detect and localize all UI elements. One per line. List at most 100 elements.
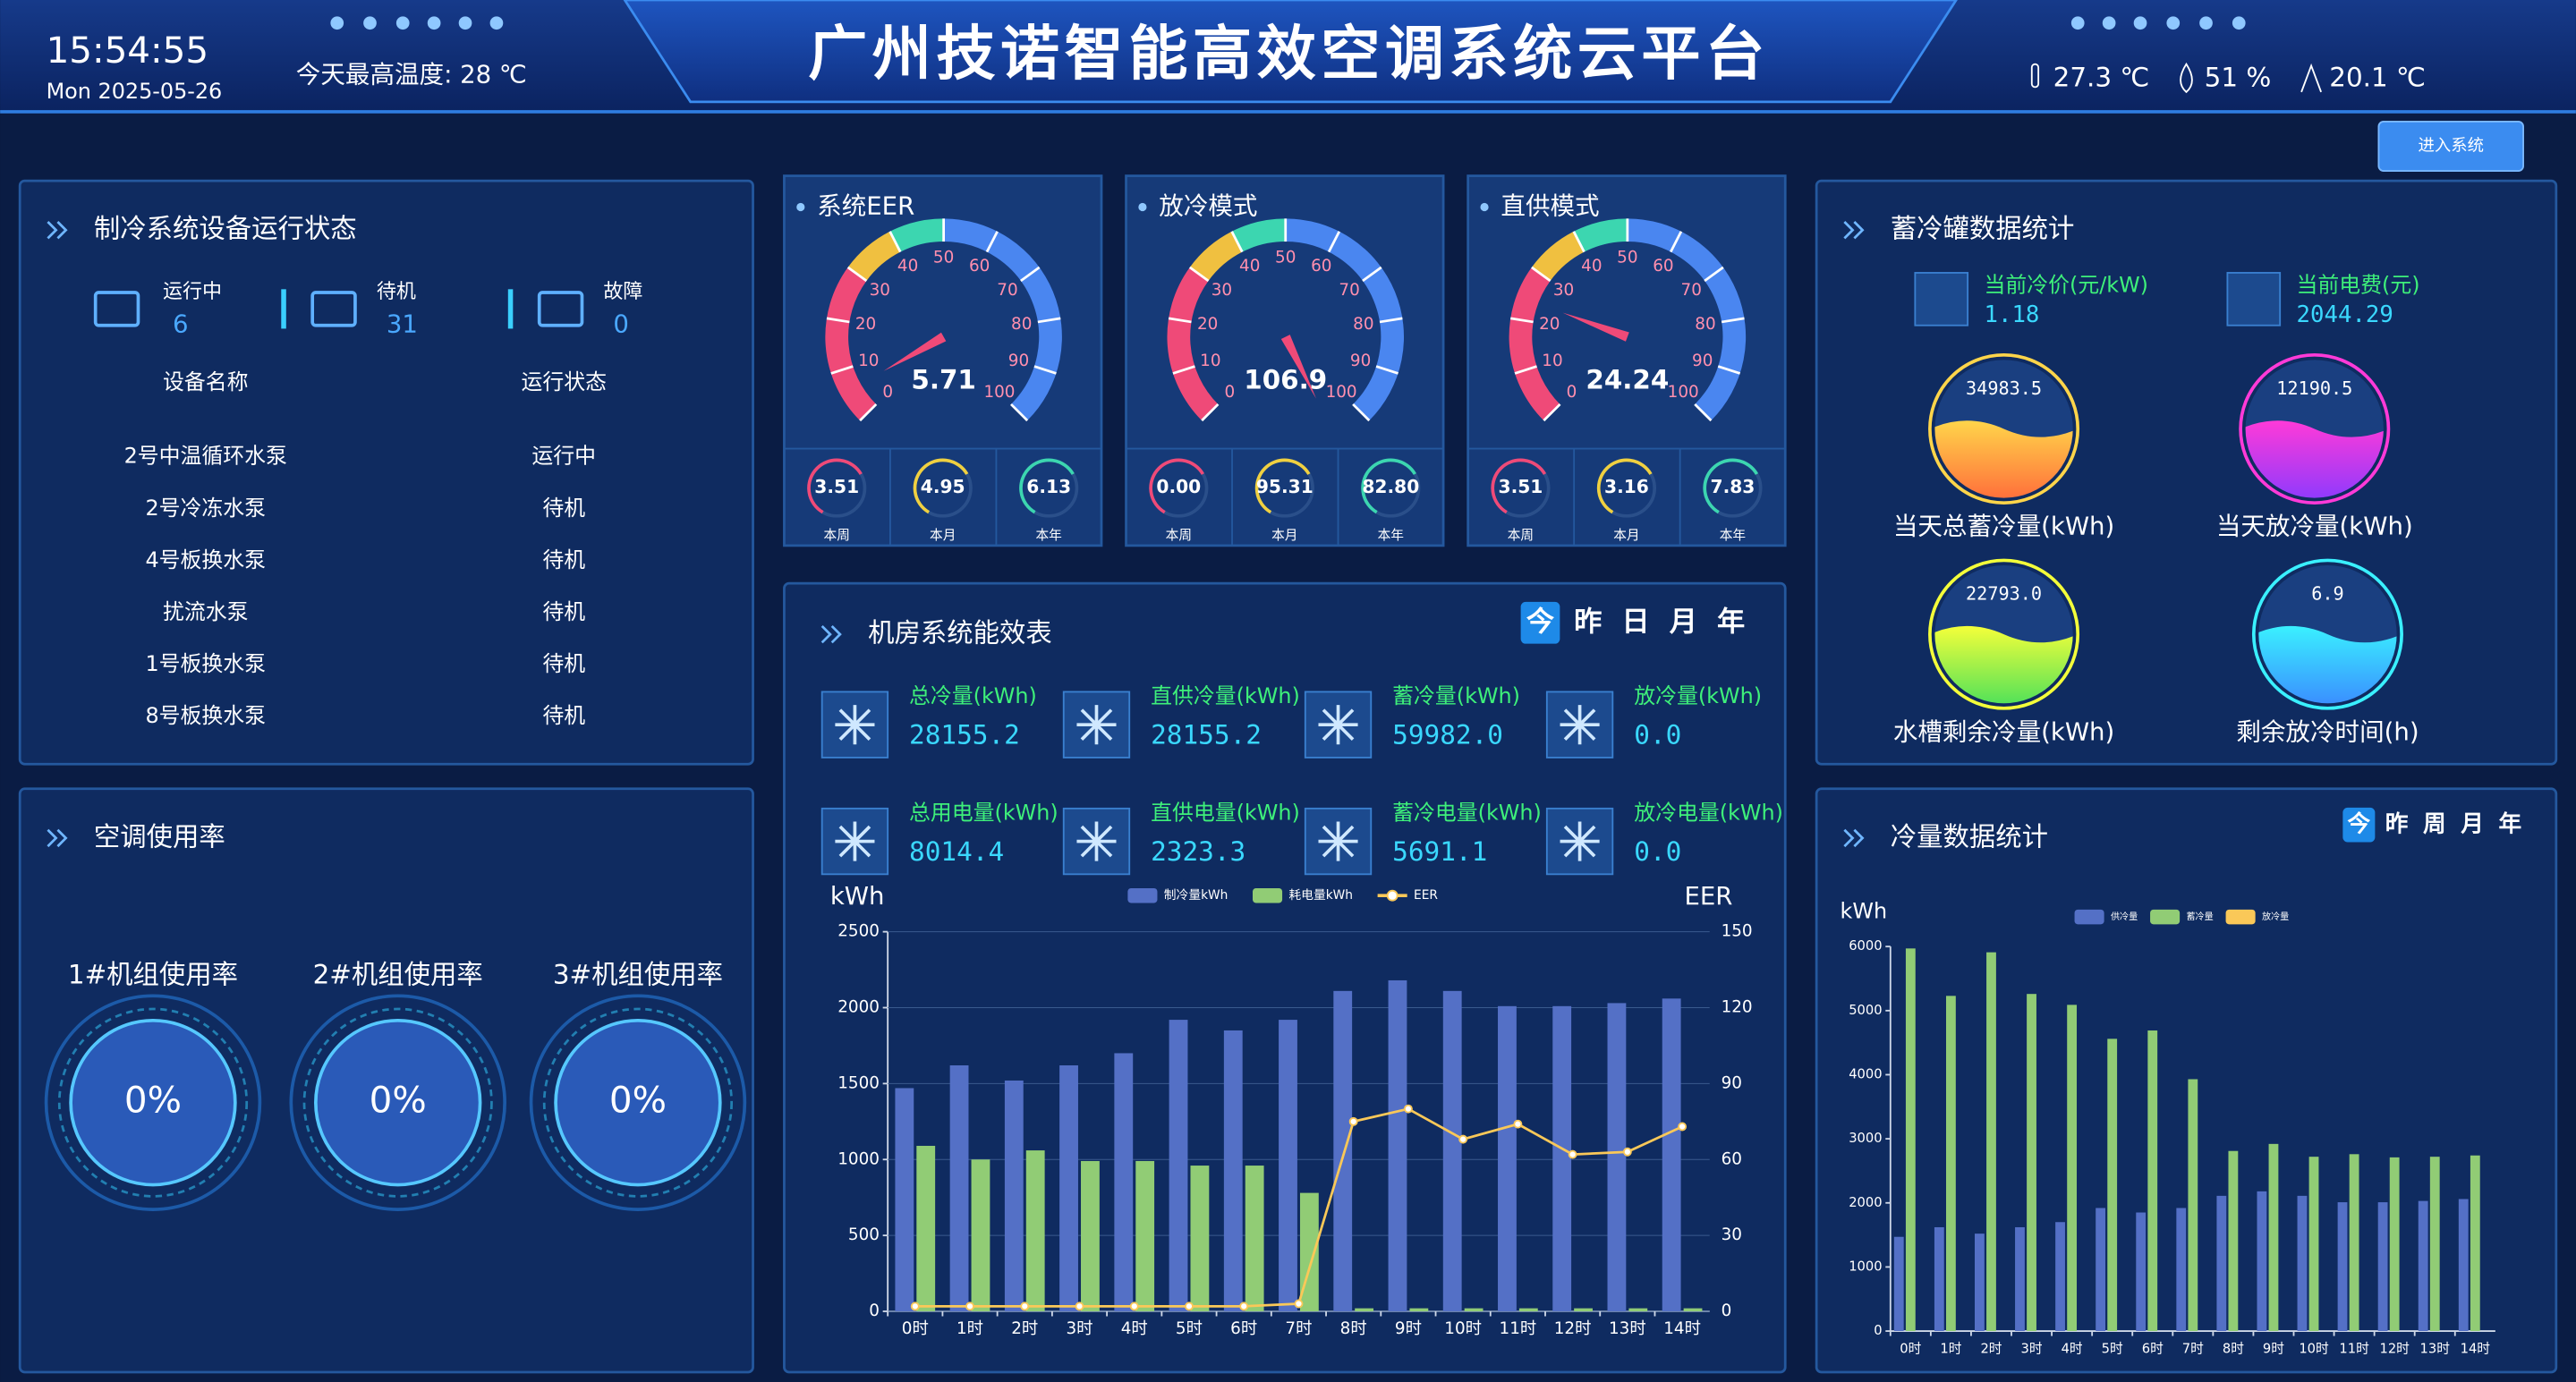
tab[interactable]: 月 bbox=[2460, 811, 2484, 838]
stat-arc bbox=[1703, 458, 1759, 514]
bar bbox=[2067, 1005, 2078, 1332]
divider bbox=[507, 289, 514, 329]
label: 本月 bbox=[1613, 528, 1639, 543]
label: 水槽剩余冷量(kWh) bbox=[1893, 717, 2114, 746]
title-chevron bbox=[47, 828, 68, 848]
bar bbox=[971, 1159, 990, 1312]
status-icon bbox=[93, 291, 140, 327]
bar bbox=[1004, 1080, 1024, 1312]
x-tick-label: 10时 bbox=[2299, 1341, 2329, 1356]
tab[interactable]: 年 bbox=[2499, 810, 2522, 838]
bar bbox=[1986, 952, 1996, 1332]
gauge-tick bbox=[1572, 231, 1586, 253]
label[interactable]: 进入系统 bbox=[2419, 137, 2484, 156]
title-chevron bbox=[820, 624, 842, 644]
label: 本周 bbox=[824, 528, 850, 543]
label: 0% bbox=[370, 1079, 427, 1122]
gauge-tick-label: 70 bbox=[1681, 281, 1702, 300]
gauge-band bbox=[889, 218, 945, 252]
gauge-tick bbox=[1717, 365, 1741, 375]
label: 当前冷价(元/kW) bbox=[1985, 273, 2148, 298]
x-tick-label: 5时 bbox=[1176, 1319, 1203, 1338]
gauge-band bbox=[1531, 231, 1585, 282]
label: 0.00 bbox=[1156, 476, 1201, 497]
tab[interactable]: 月 bbox=[1670, 606, 1697, 638]
usage-circle bbox=[69, 1019, 237, 1187]
item-icon-glyph bbox=[835, 705, 875, 745]
tab[interactable]: 日 bbox=[1621, 606, 1649, 638]
bar bbox=[1683, 1308, 1703, 1312]
x-tick-label: 9时 bbox=[1395, 1319, 1422, 1338]
bar bbox=[1498, 1005, 1517, 1312]
label: 本年 bbox=[1378, 528, 1405, 543]
gauge-band bbox=[825, 267, 877, 421]
enter-button[interactable] bbox=[2377, 121, 2524, 172]
gauge-tick bbox=[1037, 317, 1061, 324]
gauge-band bbox=[1509, 267, 1560, 421]
label: 今天最高温度: 28 ℃ bbox=[296, 61, 527, 89]
gauge-tick bbox=[1033, 365, 1057, 375]
x-tick-label: 12时 bbox=[1554, 1319, 1592, 1338]
label: 本年 bbox=[1036, 528, 1063, 543]
label: 运行中 bbox=[163, 281, 222, 303]
gauge-tick-label: 50 bbox=[1275, 248, 1296, 267]
item-icon-glyph bbox=[1560, 705, 1600, 745]
bar bbox=[1223, 1030, 1243, 1312]
bar bbox=[2107, 1039, 2118, 1332]
x-tick-label: 14时 bbox=[1663, 1319, 1701, 1338]
item-icon-glyph bbox=[1076, 821, 1117, 861]
bar bbox=[2349, 1154, 2359, 1332]
header-dot bbox=[2102, 16, 2116, 30]
bar bbox=[1409, 1308, 1429, 1312]
gauge-tick bbox=[1531, 266, 1552, 283]
drop-icon bbox=[2180, 62, 2193, 94]
item-value: 5691.1 bbox=[1392, 836, 1487, 867]
item-value: 28155.2 bbox=[1151, 720, 1262, 750]
x-tick-label: 13时 bbox=[2420, 1341, 2451, 1356]
ball-ring bbox=[2251, 558, 2403, 710]
stat-arc bbox=[913, 458, 969, 514]
tab[interactable]: 年 bbox=[1717, 606, 1745, 638]
thermo-icon bbox=[2030, 63, 2040, 89]
bar bbox=[2297, 1195, 2308, 1332]
line-point bbox=[1622, 1147, 1632, 1157]
gauge-tick bbox=[1704, 266, 1724, 283]
bar bbox=[2015, 1226, 2025, 1332]
stat-arc bbox=[1361, 458, 1416, 514]
gauge-band bbox=[1167, 267, 1219, 421]
tab[interactable]: 今 bbox=[2348, 810, 2371, 838]
label: 待机 bbox=[542, 547, 585, 572]
y-tick-label: 1000 bbox=[1849, 1259, 1882, 1274]
label: 蓄冷电量(kWh) bbox=[1392, 800, 1542, 825]
label: 运行中 bbox=[531, 444, 596, 469]
bar bbox=[1114, 1053, 1134, 1312]
line-point bbox=[1403, 1104, 1413, 1114]
y-tick-label: 2500 bbox=[837, 922, 880, 941]
gauge-tick-label: 90 bbox=[1350, 352, 1371, 370]
gauge-tick bbox=[888, 231, 902, 253]
gauge-tick bbox=[1721, 317, 1745, 324]
legend-swatch bbox=[1127, 887, 1158, 903]
label: 蓄冷罐数据统计 bbox=[1891, 214, 2075, 244]
label: 6.13 bbox=[1026, 476, 1071, 497]
y2-tick-label: 0 bbox=[1722, 1301, 1732, 1320]
ball-wave bbox=[1934, 625, 2073, 704]
gauge-tick-label: 50 bbox=[933, 248, 954, 267]
tab[interactable]: 周 bbox=[2423, 811, 2446, 838]
header-dot bbox=[2199, 16, 2213, 30]
gauge-tick-label: 10 bbox=[1200, 352, 1220, 370]
tab[interactable]: 昨 bbox=[1574, 606, 1602, 638]
label: 放冷电量(kWh) bbox=[1634, 800, 1783, 825]
bar bbox=[1974, 1234, 1985, 1332]
gauge-tick-label: 100 bbox=[1668, 383, 1699, 402]
x-tick-label: 7时 bbox=[1285, 1319, 1312, 1338]
line-point bbox=[965, 1301, 974, 1311]
gauge-tick-label: 90 bbox=[1692, 352, 1713, 370]
stat-arc bbox=[1491, 458, 1547, 514]
x-tick-label: 0时 bbox=[902, 1319, 929, 1338]
item-icon-glyph bbox=[835, 821, 875, 861]
label: 总冷量(kWh) bbox=[909, 683, 1037, 708]
tab[interactable]: 今 bbox=[1526, 606, 1555, 638]
tab[interactable]: 昨 bbox=[2385, 811, 2409, 838]
